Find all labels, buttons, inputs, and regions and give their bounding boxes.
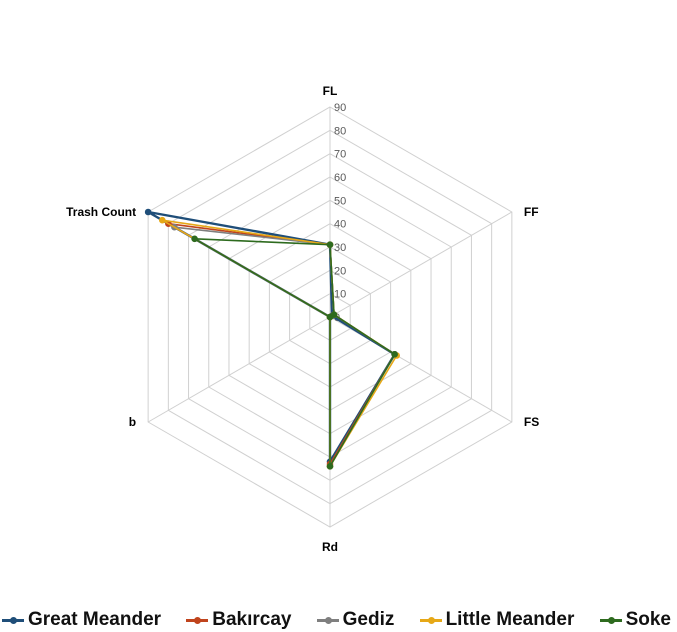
series-line bbox=[161, 219, 398, 468]
axis-label: Rd bbox=[322, 540, 338, 554]
axis-label: FF bbox=[524, 205, 539, 219]
grid-spoke bbox=[147, 316, 331, 423]
data-point bbox=[144, 208, 152, 216]
legend-swatch bbox=[2, 615, 24, 625]
legend-swatch bbox=[419, 615, 442, 625]
legend-label: Bakırcay bbox=[212, 608, 292, 630]
data-series bbox=[144, 208, 400, 470]
axis-label: FL bbox=[323, 84, 338, 98]
series-line bbox=[167, 222, 396, 465]
series-line bbox=[146, 210, 396, 463]
tick-label: 80 bbox=[334, 125, 346, 137]
tick-label: 70 bbox=[334, 149, 346, 161]
series-line bbox=[193, 238, 396, 468]
data-point bbox=[326, 313, 334, 321]
tick-label: 60 bbox=[334, 172, 346, 184]
legend-label: Great Meander bbox=[28, 608, 162, 630]
data-point bbox=[391, 351, 398, 358]
series-soke bbox=[191, 235, 398, 470]
legend-item: Great Meander bbox=[2, 609, 161, 631]
axis-label: FS bbox=[524, 415, 539, 429]
series-bak-rcay bbox=[165, 220, 398, 468]
data-point bbox=[191, 235, 198, 243]
grid-spoke bbox=[329, 211, 513, 318]
tick-label: 50 bbox=[334, 195, 346, 207]
data-point bbox=[326, 463, 334, 470]
axis-label: Trash Count bbox=[66, 205, 136, 219]
legend-swatch bbox=[316, 615, 339, 625]
legend-swatch bbox=[599, 615, 622, 625]
legend-label: Gediz bbox=[342, 608, 395, 630]
tick-label: 90 bbox=[334, 102, 346, 114]
legend-label: Soke bbox=[625, 608, 671, 630]
tick-label: 30 bbox=[334, 242, 346, 254]
legend-item: Soke bbox=[599, 608, 671, 631]
legend-label: Little Meander bbox=[445, 608, 575, 630]
series-little-meander bbox=[158, 216, 400, 470]
tick-label: 10 bbox=[334, 289, 346, 301]
legend-swatch bbox=[186, 615, 209, 625]
data-point bbox=[158, 216, 166, 224]
tick-label: 20 bbox=[334, 265, 346, 277]
legend-item: Little Meander bbox=[419, 608, 575, 631]
legend-item: Bakırcay bbox=[186, 609, 291, 631]
series-gediz bbox=[171, 223, 398, 470]
axis-labels: FL FF FS Rd b Trash Count bbox=[66, 84, 539, 554]
data-point bbox=[326, 241, 334, 248]
legend-item: Gediz bbox=[316, 608, 395, 631]
series-great-meander bbox=[144, 208, 398, 465]
legend: Great Meander Bakırcay Gediz Little Meander… bbox=[0, 607, 677, 632]
tick-label: 40 bbox=[334, 219, 346, 231]
axis-label: b bbox=[129, 415, 136, 429]
